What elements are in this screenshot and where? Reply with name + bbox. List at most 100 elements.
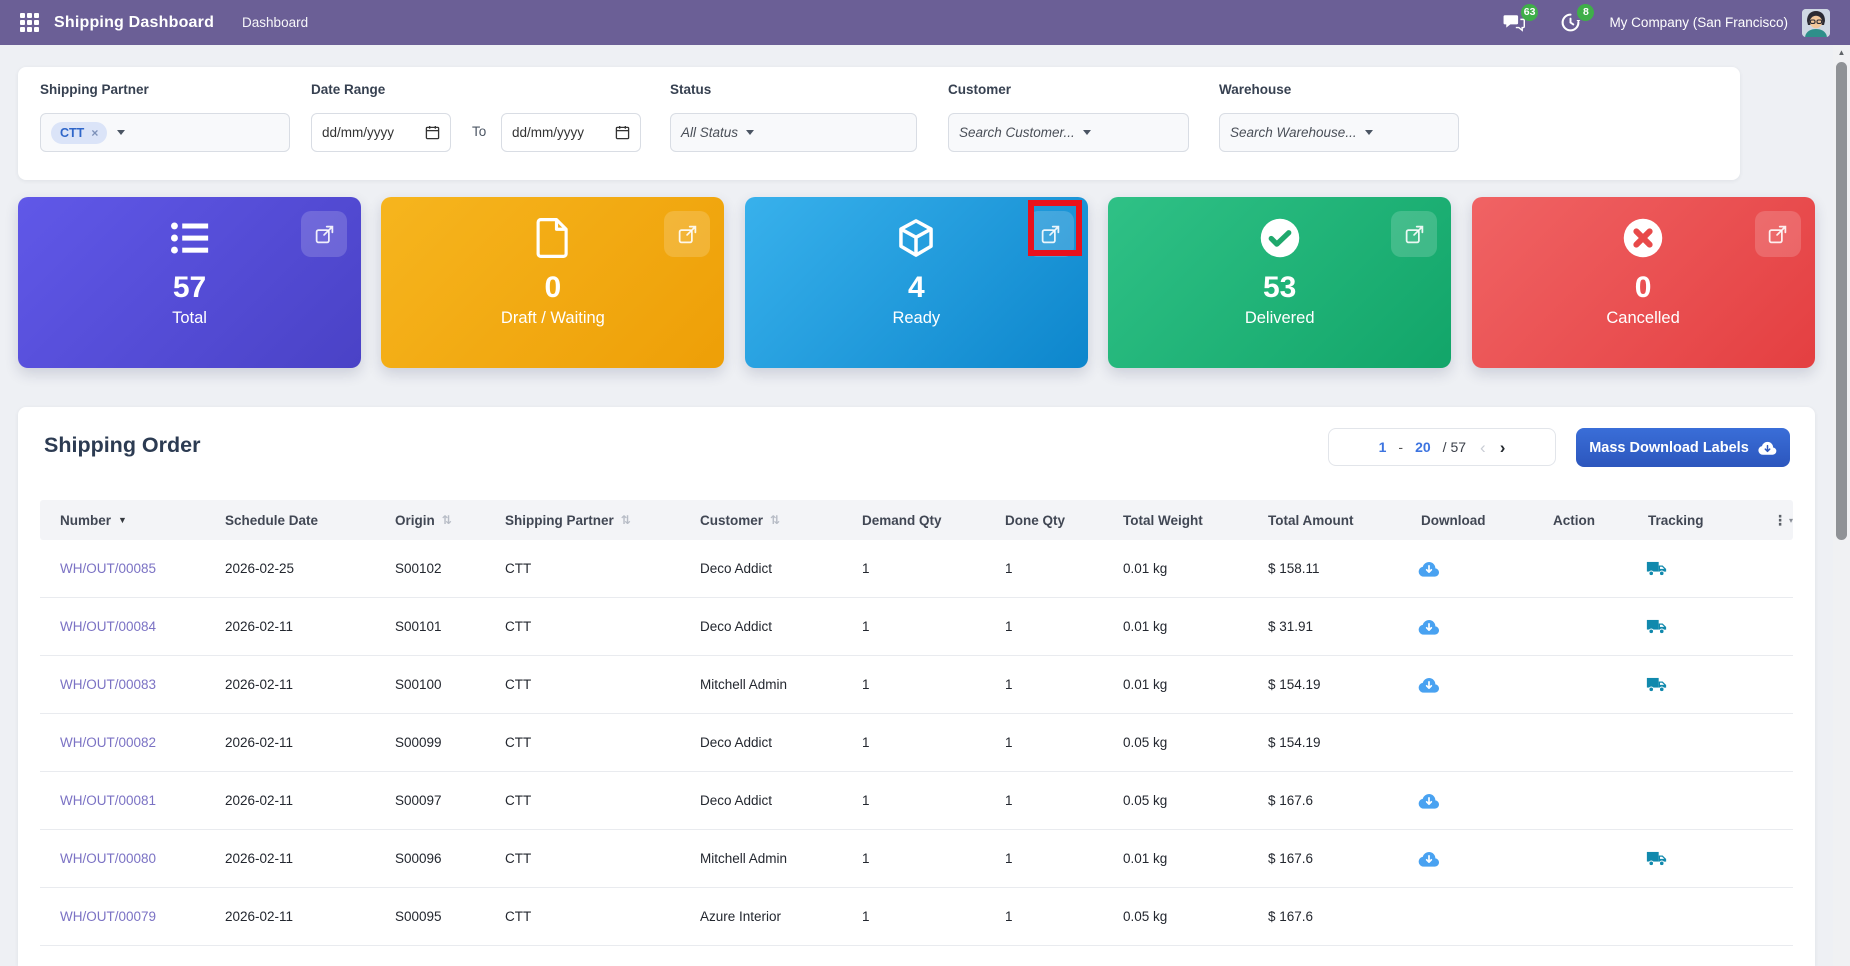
column-header-demand-qty[interactable]: Demand Qty	[862, 512, 942, 528]
date-from-input[interactable]: dd/mm/yyyy	[311, 113, 451, 152]
column-header-action[interactable]: Action	[1553, 512, 1595, 528]
date-to-input[interactable]: dd/mm/yyyy	[501, 113, 641, 152]
order-number-link[interactable]: WH/OUT/00081	[60, 793, 157, 808]
shipping-partner-label: Shipping Partner	[40, 82, 149, 97]
tracking-button[interactable]	[1644, 615, 1668, 639]
open-records-button[interactable]	[1754, 211, 1801, 257]
shipping-partner-cell: CTT	[505, 909, 532, 924]
demand-qty-cell: 1	[862, 677, 870, 692]
download-label-button[interactable]	[1417, 615, 1441, 639]
origin-cell: S00095	[395, 909, 442, 924]
column-options-button[interactable]: ⋮ ▾	[1753, 512, 1807, 529]
mass-download-labels-button[interactable]: Mass Download Labels	[1576, 428, 1790, 467]
total-amount-cell: $ 158.11	[1268, 561, 1320, 576]
column-header-download[interactable]: Download	[1421, 512, 1486, 528]
remove-tag-icon[interactable]: ×	[91, 125, 99, 140]
scrollbar-thumb[interactable]	[1836, 62, 1847, 540]
open-records-button[interactable]	[664, 211, 711, 257]
order-number-link[interactable]: WH/OUT/00079	[60, 909, 157, 924]
company-switcher[interactable]: My Company (San Francisco)	[1609, 15, 1788, 30]
column-header-total-weight[interactable]: Total Weight	[1123, 512, 1203, 528]
order-number-link[interactable]: WH/OUT/00083	[60, 677, 157, 692]
status-label: Status	[670, 82, 712, 97]
nav-menu-dashboard[interactable]: Dashboard	[242, 15, 309, 30]
stat-label: Cancelled	[1606, 309, 1680, 327]
shipping-partner-input[interactable]: CTT ×	[40, 113, 290, 152]
download-cell	[1401, 615, 1533, 639]
stat-label: Delivered	[1244, 309, 1315, 327]
open-records-button[interactable]	[1027, 211, 1074, 257]
column-header-origin[interactable]: Origin ⇅	[395, 512, 452, 528]
page-prev-button[interactable]: ‹	[1480, 437, 1486, 457]
page-end[interactable]: 20	[1415, 439, 1431, 455]
order-number-link[interactable]: WH/OUT/00084	[60, 619, 157, 634]
download-label-button[interactable]	[1417, 847, 1441, 871]
activity-clock-icon	[1561, 13, 1581, 32]
cloud-download-icon	[1418, 619, 1440, 635]
done-qty-cell: 1	[1005, 793, 1013, 808]
warehouse-label: Warehouse	[1219, 82, 1292, 97]
status-select[interactable]: All Status	[670, 113, 917, 152]
shipping-partner-cell: CTT	[505, 793, 532, 808]
column-header-number[interactable]: Number ▼	[60, 512, 127, 528]
total-weight-cell: 0.05 kg	[1123, 735, 1168, 750]
stat-card-total[interactable]: 57 Total	[18, 197, 361, 368]
stat-value: 0	[1634, 271, 1652, 304]
done-qty-cell: 1	[1005, 909, 1013, 924]
demand-qty-cell: 1	[862, 909, 870, 924]
download-label-button[interactable]	[1417, 557, 1441, 581]
truck-icon	[1646, 619, 1666, 635]
top-navbar: Shipping Dashboard Dashboard 63 8 My Com…	[0, 0, 1850, 45]
column-header-done-qty[interactable]: Done Qty	[1005, 512, 1066, 528]
column-header-customer[interactable]: Customer ⇅	[700, 512, 781, 528]
warehouse-search-input[interactable]: Search Warehouse...	[1219, 113, 1459, 152]
date-range-label: Date Range	[311, 82, 386, 97]
download-label-button[interactable]	[1417, 673, 1441, 697]
chevron-down-icon	[746, 130, 755, 135]
scroll-up-arrow-icon[interactable]: ▲	[1837, 48, 1846, 57]
apps-menu-button[interactable]	[16, 10, 42, 36]
schedule-date-cell: 2026-02-11	[225, 735, 294, 750]
cloud-download-icon	[1758, 441, 1777, 455]
calendar-icon	[615, 125, 630, 140]
column-header-total-amount[interactable]: Total Amount	[1268, 512, 1354, 528]
activities-button[interactable]: 8	[1555, 3, 1595, 38]
page-start[interactable]: 1	[1378, 439, 1387, 455]
customer-cell: Azure Interior	[700, 909, 782, 924]
open-records-button[interactable]	[1391, 211, 1438, 257]
stat-label: Ready	[892, 309, 941, 327]
order-number-link[interactable]: WH/OUT/00085	[60, 561, 157, 576]
sort-icon: ⇅	[441, 513, 452, 527]
tracking-button[interactable]	[1644, 847, 1668, 871]
done-qty-cell: 1	[1005, 561, 1013, 576]
stat-card-delivered[interactable]: 53 Delivered	[1108, 197, 1452, 368]
date-range-separator: To	[472, 124, 487, 139]
table-row: WH/OUT/00079 2026-02-11 S00095 CTT Azure Int…	[40, 888, 1793, 946]
truck-icon	[1646, 561, 1666, 577]
tracking-button[interactable]	[1644, 673, 1668, 697]
stat-card-ready[interactable]: 4 Ready	[744, 197, 1088, 368]
open-records-button[interactable]	[301, 211, 347, 257]
schedule-date-cell: 2026-02-11	[225, 677, 294, 692]
list-icon	[170, 222, 208, 254]
tracking-button[interactable]	[1644, 557, 1668, 581]
messages-button[interactable]: 63	[1499, 3, 1539, 38]
cube-icon	[899, 219, 934, 257]
shipping-partner-tag: CTT ×	[51, 121, 108, 144]
order-number-link[interactable]: WH/OUT/00082	[60, 735, 157, 750]
stat-card-draft-waiting[interactable]: 0 Draft / Waiting	[381, 197, 725, 368]
download-label-button[interactable]	[1417, 789, 1441, 813]
table-row: WH/OUT/00084 2026-02-11 S00101 CTT Deco Addi…	[40, 598, 1793, 656]
column-header-shipping-partner[interactable]: Shipping Partner ⇅	[505, 512, 631, 528]
app-title: Shipping Dashboard	[54, 13, 215, 31]
schedule-date-cell: 2026-02-11	[225, 793, 294, 808]
column-header-tracking[interactable]: Tracking	[1648, 512, 1704, 528]
customer-cell: Mitchell Admin	[700, 677, 788, 692]
column-header-schedule-date[interactable]: Schedule Date	[225, 512, 319, 528]
stat-card-cancelled[interactable]: 0 Cancelled	[1471, 197, 1815, 368]
user-avatar[interactable]	[1802, 8, 1830, 37]
cloud-download-icon	[1418, 561, 1440, 577]
page-next-button[interactable]: ›	[1499, 437, 1506, 457]
customer-search-input[interactable]: Search Customer...	[948, 113, 1189, 152]
order-number-link[interactable]: WH/OUT/00080	[60, 851, 157, 866]
